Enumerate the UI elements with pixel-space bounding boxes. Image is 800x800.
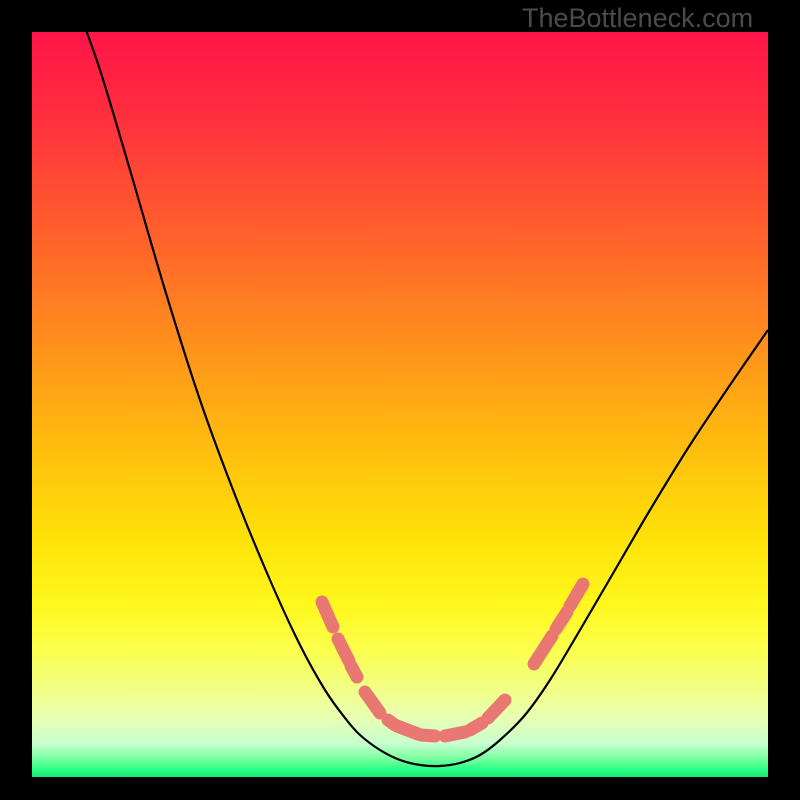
highlight-dash (365, 692, 380, 713)
highlight-dash (556, 612, 567, 629)
highlight-dash (397, 726, 418, 734)
highlight-dash (488, 700, 505, 718)
v-curve (75, 0, 768, 766)
highlight-dash (570, 584, 583, 606)
watermark-text: TheBottleneck.com (522, 3, 753, 34)
highlight-dash (338, 639, 349, 661)
highlight-dash (322, 602, 333, 627)
highlight-dash (421, 735, 435, 736)
curve-layer (0, 0, 800, 800)
chart-container: TheBottleneck.com (0, 0, 800, 800)
highlight-dash (534, 636, 552, 664)
highlight-dash (470, 723, 482, 730)
highlight-dash (445, 732, 465, 736)
highlight-dash (351, 666, 357, 677)
